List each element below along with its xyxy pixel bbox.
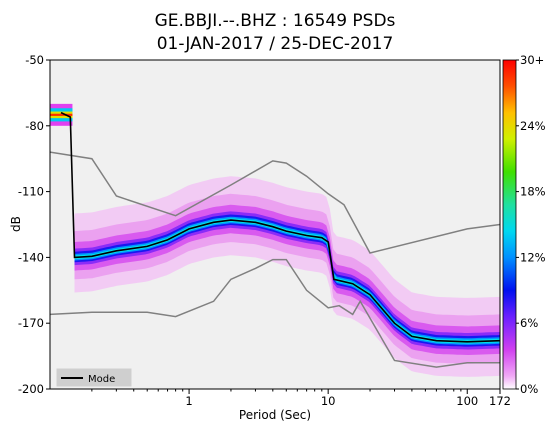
- legend-mode-label: Mode: [88, 374, 115, 385]
- colorbar-ticks: 0% 6% 12% 18% 24% 30+: [516, 53, 546, 396]
- colorbar-tick-label: 0%: [520, 382, 538, 396]
- colorbar-tick-label: 6%: [520, 316, 538, 330]
- y-tick-label: -50: [25, 53, 44, 67]
- plot-frame: [49, 59, 501, 390]
- y-tick-label: -170: [18, 316, 44, 330]
- colorbar-tick-label: 18%: [520, 185, 546, 199]
- y-axis-label: dB: [9, 216, 23, 232]
- chart-title: GE.BBJI.--.BHZ : 16549 PSDs: [155, 11, 396, 31]
- colorbar-tick-label: 12%: [520, 250, 546, 264]
- colorbar: [502, 59, 517, 390]
- x-tick-label: 1: [185, 394, 192, 408]
- y-tick-label: -110: [18, 185, 44, 199]
- density-spike-red: [50, 113, 73, 116]
- x-axis: 1 10 100 172: [91, 389, 511, 408]
- x-tick-label: 100: [456, 394, 478, 408]
- legend-box: [56, 368, 132, 387]
- y-tick-label: -80: [25, 119, 44, 133]
- mode-line: [60, 111, 500, 343]
- colorbar-tick-label: 24%: [520, 119, 546, 133]
- x-axis-label: Period (Sec): [239, 408, 311, 422]
- psd-lines-layer: [50, 111, 500, 368]
- high-noise-model-line: [50, 151, 500, 254]
- x-tick-label: 172: [489, 394, 511, 408]
- y-tick-label: -140: [18, 250, 44, 264]
- legend: Mode: [56, 368, 132, 387]
- colorbar-tick-label: 30+: [520, 53, 544, 67]
- low-noise-model-line: [50, 258, 500, 368]
- density-band-violet: [74, 211, 500, 350]
- x-tick-label: 10: [321, 394, 336, 408]
- y-tick-label: -200: [18, 382, 44, 396]
- y-axis: -50 -80 -110 -140 -170 -200: [18, 53, 50, 396]
- chart-subtitle: 01-JAN-2017 / 25-DEC-2017: [157, 34, 394, 54]
